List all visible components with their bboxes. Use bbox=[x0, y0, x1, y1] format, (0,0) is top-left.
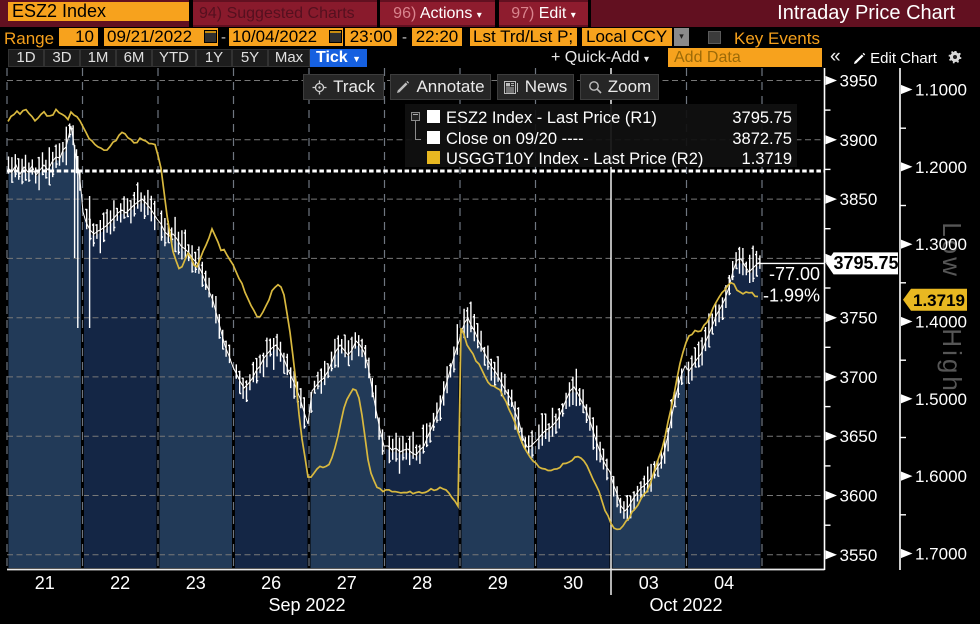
svg-text:1.6000: 1.6000 bbox=[915, 467, 967, 486]
svg-text:1.4000: 1.4000 bbox=[915, 313, 967, 332]
svg-text:1.7000: 1.7000 bbox=[915, 545, 967, 564]
svg-text:3700: 3700 bbox=[840, 368, 878, 387]
svg-text:1.5000: 1.5000 bbox=[915, 390, 967, 409]
svg-text:3850: 3850 bbox=[840, 190, 878, 209]
svg-text:1.3000: 1.3000 bbox=[915, 235, 967, 254]
svg-text:27: 27 bbox=[337, 573, 357, 593]
svg-text:03: 03 bbox=[639, 573, 659, 593]
svg-text:3650: 3650 bbox=[840, 427, 878, 446]
svg-text:-1.99%: -1.99% bbox=[763, 286, 820, 306]
svg-text:3600: 3600 bbox=[840, 487, 878, 506]
svg-text:3900: 3900 bbox=[840, 131, 878, 150]
svg-text:Oct 2022: Oct 2022 bbox=[649, 595, 722, 615]
svg-text:3795.75: 3795.75 bbox=[834, 253, 899, 273]
svg-text:26: 26 bbox=[261, 573, 281, 593]
svg-text:23: 23 bbox=[186, 573, 206, 593]
svg-text:21: 21 bbox=[35, 573, 55, 593]
svg-text:28: 28 bbox=[412, 573, 432, 593]
svg-text:3950: 3950 bbox=[840, 72, 878, 91]
svg-text:-77.00: -77.00 bbox=[769, 264, 820, 284]
svg-text:29: 29 bbox=[488, 573, 508, 593]
svg-text:1.2000: 1.2000 bbox=[915, 158, 967, 177]
svg-text:1.3719: 1.3719 bbox=[913, 291, 965, 310]
svg-text:22: 22 bbox=[110, 573, 130, 593]
svg-text:3750: 3750 bbox=[840, 309, 878, 328]
svg-text:3550: 3550 bbox=[840, 546, 878, 565]
svg-text:Sep 2022: Sep 2022 bbox=[268, 595, 345, 615]
svg-text:1.1000: 1.1000 bbox=[915, 81, 967, 100]
svg-text:04: 04 bbox=[714, 573, 734, 593]
svg-text:30: 30 bbox=[563, 573, 583, 593]
